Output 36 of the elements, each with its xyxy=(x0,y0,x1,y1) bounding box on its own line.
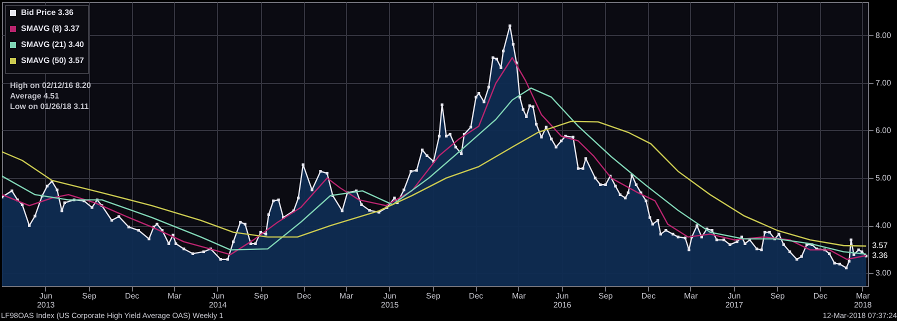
x-tick-label: Dec xyxy=(641,292,656,300)
x-tick-label: Dec xyxy=(296,292,312,300)
y-tick-label: 4.00 xyxy=(876,221,892,230)
annotation: 3.57 xyxy=(872,241,888,250)
line-series xyxy=(2,120,867,247)
x-tick-label: Sep xyxy=(254,292,269,300)
y-tick-label: 3.00 xyxy=(876,268,892,278)
legend-label: SMAVG (21) 3.40 xyxy=(21,40,85,49)
y-tick-label: 7.00 xyxy=(876,78,892,88)
legend-label: SMAVG (8) 3.37 xyxy=(21,24,80,33)
x-tick-label: Mar xyxy=(512,292,526,300)
x-tick-label: Jun 2013 xyxy=(36,292,56,310)
annotation: Low on 01/26/18 3.11 xyxy=(10,102,90,111)
annotation: High on 02/12/16 8.20 xyxy=(10,81,92,90)
y-tick-label: 5.00 xyxy=(876,174,892,183)
legend-label: Bid Price 3.36 xyxy=(21,8,74,17)
x-tick-label: Dec xyxy=(813,292,828,300)
x-tick-label: Jun 2016 xyxy=(553,292,572,310)
x-tick-label: Sep xyxy=(82,292,97,300)
annotation: 3.36 xyxy=(872,251,888,260)
y-tick-label: 6.00 xyxy=(876,126,892,135)
x-tick-label: Mar xyxy=(684,292,698,300)
x-tick-label: Mar xyxy=(340,292,354,300)
x-tick-label: Sep xyxy=(598,292,614,300)
legend-label: SMAVG (50) 3.57 xyxy=(21,56,85,65)
x-tick-label: Dec xyxy=(468,292,484,300)
x-tick-label: Jun 2017 xyxy=(725,292,744,310)
x-tick-label: Dec xyxy=(124,292,140,300)
x-tick-label: Sep xyxy=(770,292,786,300)
x-tick-label: Jun 2015 xyxy=(380,292,400,310)
annotation: Average 4.51 xyxy=(10,92,60,100)
x-tick-label: Mar xyxy=(168,292,182,300)
x-tick-label: Jun 2014 xyxy=(208,292,228,310)
y-tick-label: 8.00 xyxy=(876,30,892,40)
x-tick-label: Mar 2018 xyxy=(854,292,872,310)
x-tick-label: Sep xyxy=(426,292,441,300)
